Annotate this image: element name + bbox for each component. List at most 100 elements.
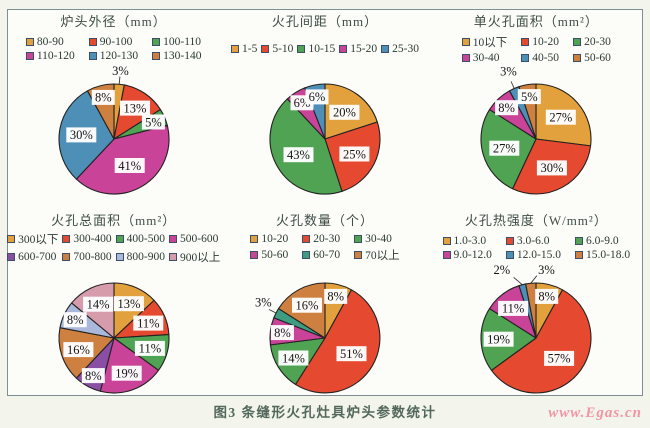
legend-item: 30-40 — [461, 52, 508, 64]
figure-frame: 炉头外径（mm） 80-90 90-100 100-110 110-120 120-13… — [7, 9, 643, 396]
legend-swatch — [231, 45, 239, 53]
legend-swatch — [381, 45, 390, 53]
legend-label: 90-100 — [99, 36, 133, 48]
legend-item: 40-50 — [521, 52, 559, 64]
legend-swatch — [442, 251, 451, 259]
legend-label: 600-700 — [18, 251, 57, 263]
percent-label-box — [498, 300, 529, 316]
percent-label: 8% — [67, 313, 84, 327]
legend-item: 70以上 — [354, 247, 400, 263]
percent-label-box — [82, 296, 113, 312]
percent-label: 11% — [138, 342, 160, 356]
watermark-egas: www.Egas.cn — [548, 405, 642, 421]
percent-label-box — [489, 140, 520, 156]
percent-label-box — [283, 147, 314, 163]
legend-item: 10以下 — [461, 34, 507, 50]
percent-label: 11% — [137, 316, 159, 330]
pie-chart: 20%25%43%6%6% — [269, 83, 381, 195]
percent-label-box — [336, 346, 367, 362]
legend-item: 300以下 — [7, 231, 58, 247]
legend-label: 50-60 — [584, 52, 611, 64]
legend-swatch — [339, 45, 348, 53]
legend-label: 400-500 — [126, 233, 166, 245]
pie-chart: 8% 51% 14% 8% 16% 3% — [255, 282, 381, 394]
percent-label-box — [544, 350, 575, 366]
legend-item: 9.0-12.0 — [442, 249, 492, 261]
legend-item: 20-30 — [302, 233, 340, 245]
legend-item: 600-700 — [7, 249, 58, 265]
legend-item: 20-30 — [573, 34, 611, 50]
percent-label: 11% — [502, 302, 524, 316]
percent-label-box — [63, 342, 94, 358]
percent-label: 25% — [343, 147, 366, 161]
chart-fire-hole-spacing: 火孔间距（mm） 1-5 5-10 10-15 15-20 25-30 20% 25% 43… — [219, 10, 430, 209]
legend-label: 900以上 — [180, 252, 221, 264]
chart-legend: 300以下 300-400 400-500 500-600 600-700 700-800… — [7, 232, 220, 264]
legend-label: 6.0-9.0 — [585, 235, 619, 247]
legend-swatch — [354, 235, 363, 243]
percent-label: 8% — [499, 101, 516, 115]
legend-item: 10-20 — [521, 34, 559, 50]
pie-chart: 27% 30% 27% 8% 5% 3% — [480, 64, 592, 195]
percent-label: 41% — [118, 159, 141, 173]
percent-label: 14% — [282, 351, 305, 365]
legend-item: 1-5 — [231, 43, 257, 55]
percent-label: 51% — [340, 347, 363, 361]
legend-swatch — [442, 237, 451, 245]
legend-label: 300以下 — [18, 234, 59, 246]
legend-label: 5-10 — [272, 43, 294, 55]
percent-label: 16% — [296, 299, 319, 313]
legend-label: 110-120 — [36, 50, 75, 62]
percent-label-outside: 3% — [500, 64, 517, 78]
legend-swatch — [302, 251, 311, 259]
percent-label: 8% — [85, 369, 102, 383]
percent-label-outside: 3% — [112, 64, 129, 78]
percent-label-box — [291, 297, 322, 313]
legend-swatch — [115, 235, 124, 243]
label-leader-line — [118, 76, 121, 85]
percent-label-box — [114, 158, 145, 173]
legend-swatch — [152, 38, 161, 46]
chart-legend: 1-5 5-10 10-15 15-20 25-30 — [231, 33, 419, 65]
legend-swatch — [7, 235, 16, 243]
percent-label-box — [141, 114, 165, 130]
percent-label-outside: 2% — [494, 263, 511, 277]
percent-label: 30% — [69, 128, 92, 142]
percent-label: 8% — [327, 290, 344, 304]
percent-label: 30% — [541, 161, 564, 175]
legend-label: 30-40 — [365, 233, 392, 245]
percent-label-box — [495, 100, 519, 116]
chart-title: 单火孔面积（mm²） — [473, 14, 599, 29]
legend-swatch — [169, 235, 178, 243]
legend-label: 12.0-15.0 — [516, 249, 561, 261]
legend-swatch — [169, 253, 178, 261]
chart-fire-hole-heat-intensity: 火孔热强度（W/mm²） 1.0-3.0 3.0-6.0 6.0-9.0 9.0-12… — [431, 209, 642, 408]
chart-title: 火孔总面积（mm²） — [51, 213, 177, 228]
legend-item: 130-140 — [152, 50, 201, 62]
legend-label: 20-30 — [584, 36, 611, 48]
legend-label: 10-20 — [261, 233, 289, 245]
legend-swatch — [62, 235, 71, 243]
legend-item: 3.0-6.0 — [505, 235, 561, 247]
legend-swatch — [297, 45, 306, 53]
chart-fire-hole-count: 火孔数量（个） 10-20 20-30 30-40 50-60 60-70 70以上 8%… — [219, 209, 430, 408]
legend-label: 15.0-18.0 — [585, 249, 631, 261]
chart-legend: 1.0-3.0 3.0-6.0 6.0-9.0 9.0-12.0 12.0-15.0 15… — [442, 232, 631, 264]
legend-swatch — [7, 253, 16, 261]
percent-label: 16% — [67, 343, 90, 357]
legend-item: 300-400 — [62, 231, 112, 247]
percent-label-outside: 3% — [538, 263, 555, 277]
percent-label-box — [134, 340, 165, 356]
percent-label-box — [91, 89, 115, 105]
legend-item: 15-20 — [339, 43, 377, 55]
percent-label: 27% — [550, 111, 573, 125]
legend-swatch — [521, 38, 530, 46]
legend-item: 100-110 — [152, 36, 201, 48]
legend-label: 1-5 — [242, 43, 258, 55]
percent-label-box — [278, 350, 309, 366]
legend-label: 40-50 — [532, 52, 560, 64]
legend-label: 10-20 — [532, 36, 560, 48]
percent-label-box — [81, 368, 105, 384]
percent-label-box — [537, 160, 568, 176]
percent-label: 19% — [115, 367, 138, 381]
